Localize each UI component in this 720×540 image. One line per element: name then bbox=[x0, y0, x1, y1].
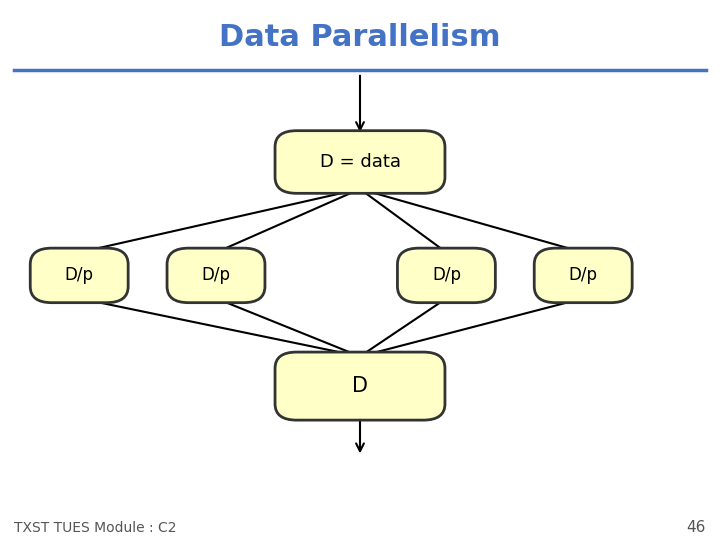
Text: 46: 46 bbox=[686, 519, 706, 535]
FancyBboxPatch shape bbox=[397, 248, 495, 302]
Text: D/p: D/p bbox=[65, 266, 94, 285]
Text: D/p: D/p bbox=[202, 266, 230, 285]
Text: D = data: D = data bbox=[320, 153, 400, 171]
Text: D/p: D/p bbox=[432, 266, 461, 285]
FancyBboxPatch shape bbox=[275, 352, 445, 420]
Text: TXST TUES Module : C2: TXST TUES Module : C2 bbox=[14, 521, 177, 535]
FancyBboxPatch shape bbox=[30, 248, 128, 302]
Text: D: D bbox=[352, 376, 368, 396]
Text: Data Parallelism: Data Parallelism bbox=[220, 23, 500, 52]
FancyBboxPatch shape bbox=[534, 248, 632, 302]
Text: D/p: D/p bbox=[569, 266, 598, 285]
FancyBboxPatch shape bbox=[275, 131, 445, 193]
FancyBboxPatch shape bbox=[167, 248, 265, 302]
